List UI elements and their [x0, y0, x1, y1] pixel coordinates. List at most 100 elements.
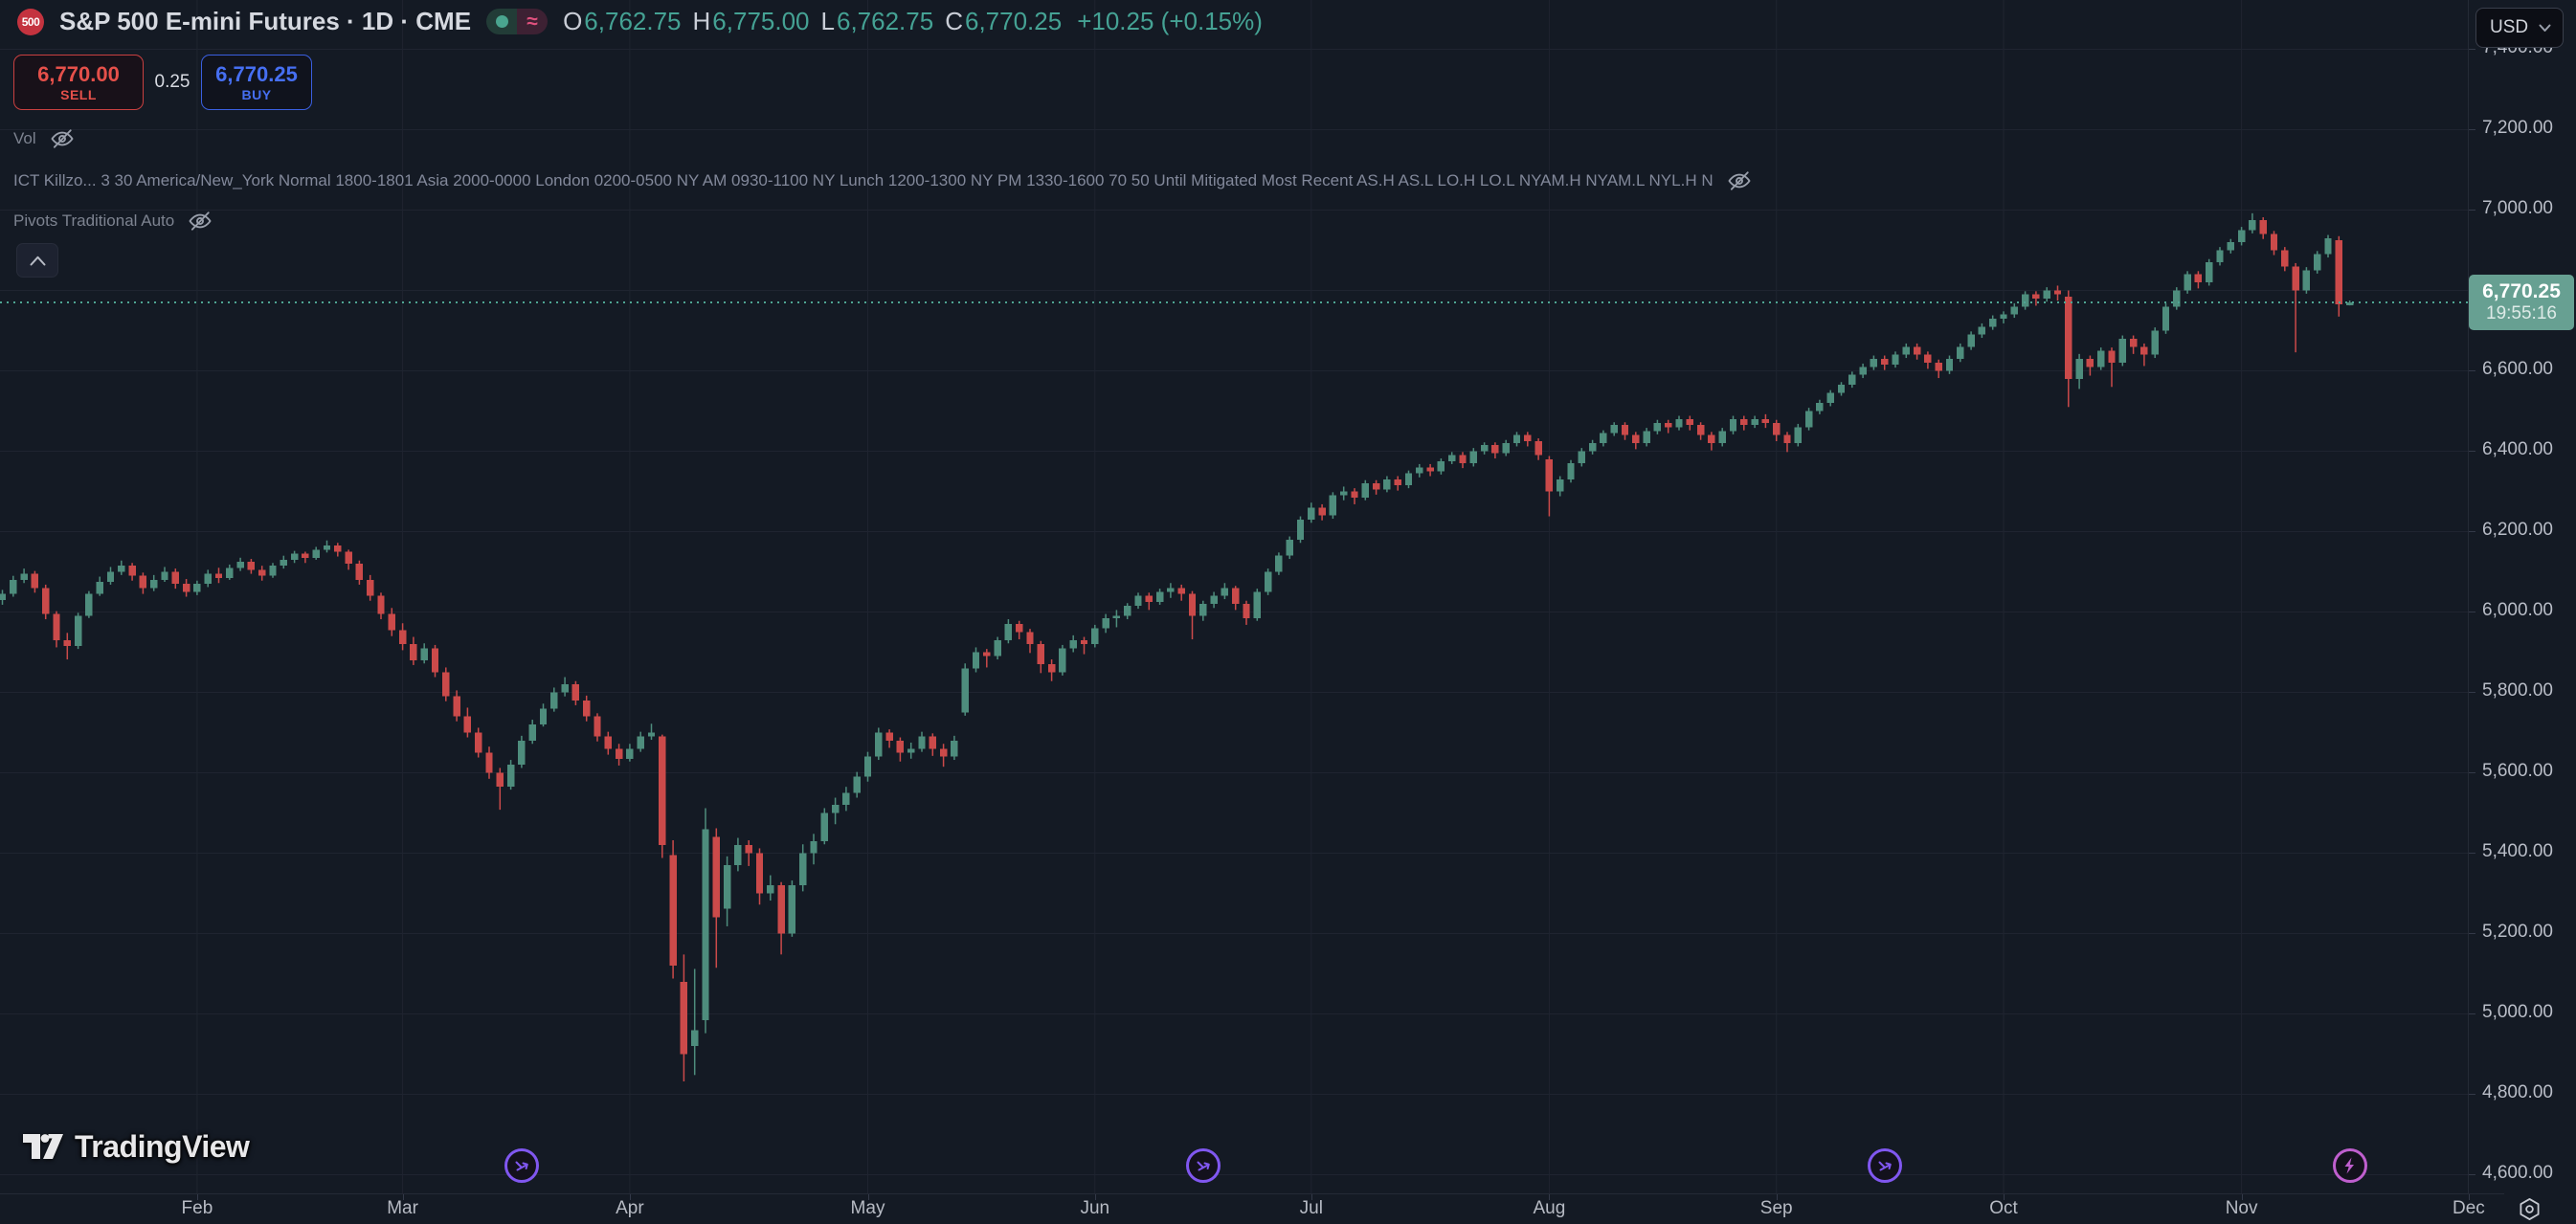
legend-ict-killzones[interactable]: ICT Killzo... 3 30 America/New_York Norm… — [13, 167, 1753, 194]
idea-marker-trend-arrow[interactable] — [1867, 1148, 1902, 1183]
currency-dropdown[interactable]: USD — [2475, 8, 2564, 48]
candle-body — [961, 668, 969, 713]
candle-body — [150, 579, 158, 589]
lightning-icon — [2344, 1157, 2354, 1174]
buy-button[interactable]: 6,770.25 BUY — [201, 55, 312, 110]
candle-body — [2335, 239, 2342, 305]
idea-marker-trend-arrow[interactable] — [1185, 1148, 1221, 1183]
candle-body — [1221, 588, 1229, 596]
last-price-value: 6,770.25 — [2482, 279, 2561, 302]
month-tick-mark — [1776, 1194, 1778, 1200]
candle-body — [1989, 318, 1997, 327]
symbol-title[interactable]: S&P 500 E-mini Futures · 1D · CME — [59, 7, 472, 35]
candle-body — [1534, 440, 1542, 456]
price-tick-label: 7,200.00 — [2482, 118, 2553, 139]
legend-volume[interactable]: Vol — [13, 125, 76, 152]
candle-body — [1653, 423, 1662, 432]
candle-body — [712, 836, 720, 918]
candle-body — [734, 845, 742, 866]
candle-body — [831, 805, 840, 813]
candle-body — [2043, 290, 2050, 299]
candle-body — [615, 748, 623, 759]
bar-countdown: 19:55:16 — [2486, 303, 2557, 324]
candle-body — [647, 732, 656, 737]
candle-body — [431, 648, 439, 673]
candle-body — [1935, 363, 1942, 371]
tradingview-logo[interactable]: TradingView — [21, 1127, 250, 1166]
idea-marker-lightning[interactable] — [2332, 1148, 2367, 1183]
candle-body — [506, 765, 515, 788]
delayed-data-icon: ≈ — [517, 9, 549, 34]
candle-body — [334, 545, 342, 552]
candle-body — [463, 716, 472, 733]
market-status-pill[interactable]: ≈ — [486, 9, 549, 34]
eye-off-icon[interactable] — [1726, 167, 1753, 194]
candle-body — [2151, 330, 2159, 355]
candle-body — [420, 648, 428, 660]
candle-body — [853, 776, 861, 793]
candle-body — [951, 740, 958, 757]
candle-body — [972, 652, 980, 669]
candle-body — [1037, 644, 1044, 665]
price-tick-mark — [2469, 853, 2475, 855]
candle-body — [2194, 274, 2203, 283]
trade-panel: 6,770.00 SELL 0.25 6,770.25 BUY — [13, 55, 312, 110]
candle-body — [1188, 593, 1197, 616]
candle-body — [2270, 234, 2278, 251]
candle-body — [398, 630, 407, 645]
candle-body — [2097, 350, 2105, 367]
high-label: H — [692, 7, 711, 35]
candle-body — [1665, 423, 1672, 428]
settings-hexagon-icon[interactable] — [2517, 1196, 2542, 1222]
candle-body — [1091, 628, 1099, 645]
legend-pivots[interactable]: Pivots Traditional Auto — [13, 208, 213, 234]
candle-body — [1232, 588, 1240, 605]
trend-arrow-icon — [1197, 1161, 1210, 1171]
candle-body — [1783, 434, 1791, 444]
candle-body — [182, 584, 190, 592]
price-axis[interactable]: 7,400.007,200.007,000.006,800.006,600.00… — [2468, 0, 2576, 1193]
candle-body — [485, 752, 493, 773]
candle-body — [453, 696, 460, 717]
candle-body — [604, 736, 612, 749]
eye-off-icon[interactable] — [187, 208, 213, 234]
candle-body — [929, 736, 936, 749]
tradingview-wordmark: TradingView — [75, 1128, 250, 1164]
candle-body — [539, 708, 548, 725]
candle-body — [1448, 455, 1456, 461]
eye-off-icon[interactable] — [49, 125, 76, 152]
time-axis[interactable]: Feb Mar Apr May Jun Jul Aug Sep Oct Nov Dec — [0, 1193, 2504, 1224]
symbol-logo[interactable]: 500 — [17, 8, 44, 35]
volume-indicator-label: Vol — [13, 129, 36, 147]
candle-body — [1394, 478, 1401, 486]
price-tick-mark — [2469, 531, 2475, 533]
month-tick-mark — [1094, 1194, 1096, 1200]
candle-body — [842, 792, 850, 806]
candle-body — [1502, 443, 1510, 454]
candle-body — [2237, 230, 2246, 243]
currency-value: USD — [2490, 17, 2529, 37]
price-tick-label: 7,000.00 — [2482, 198, 2553, 219]
candle-body — [312, 549, 320, 558]
candle-body — [2206, 262, 2213, 283]
candlestick-chart[interactable] — [0, 0, 2468, 1193]
sell-button[interactable]: 6,770.00 SELL — [13, 55, 144, 110]
candle-body — [2065, 296, 2072, 379]
legend-collapse-button[interactable] — [16, 243, 58, 278]
candle-body — [2129, 338, 2138, 347]
candle-body — [767, 885, 774, 894]
candle-body — [2053, 290, 2062, 295]
price-tick-label: 5,800.00 — [2482, 680, 2553, 701]
last-price-tag: 6,770.25 19:55:16 — [2469, 274, 2574, 330]
candle-body — [128, 566, 136, 576]
candle-body — [1124, 606, 1131, 616]
candle-body — [345, 551, 352, 565]
candle-body — [1967, 334, 1975, 347]
candle-body — [571, 684, 580, 701]
candle-body — [2314, 254, 2321, 271]
candle-body — [1913, 346, 1921, 355]
candle-body — [2292, 266, 2299, 291]
candle-body — [2184, 274, 2191, 291]
candle-body — [10, 579, 17, 594]
idea-marker-trend-arrow[interactable] — [504, 1148, 539, 1183]
